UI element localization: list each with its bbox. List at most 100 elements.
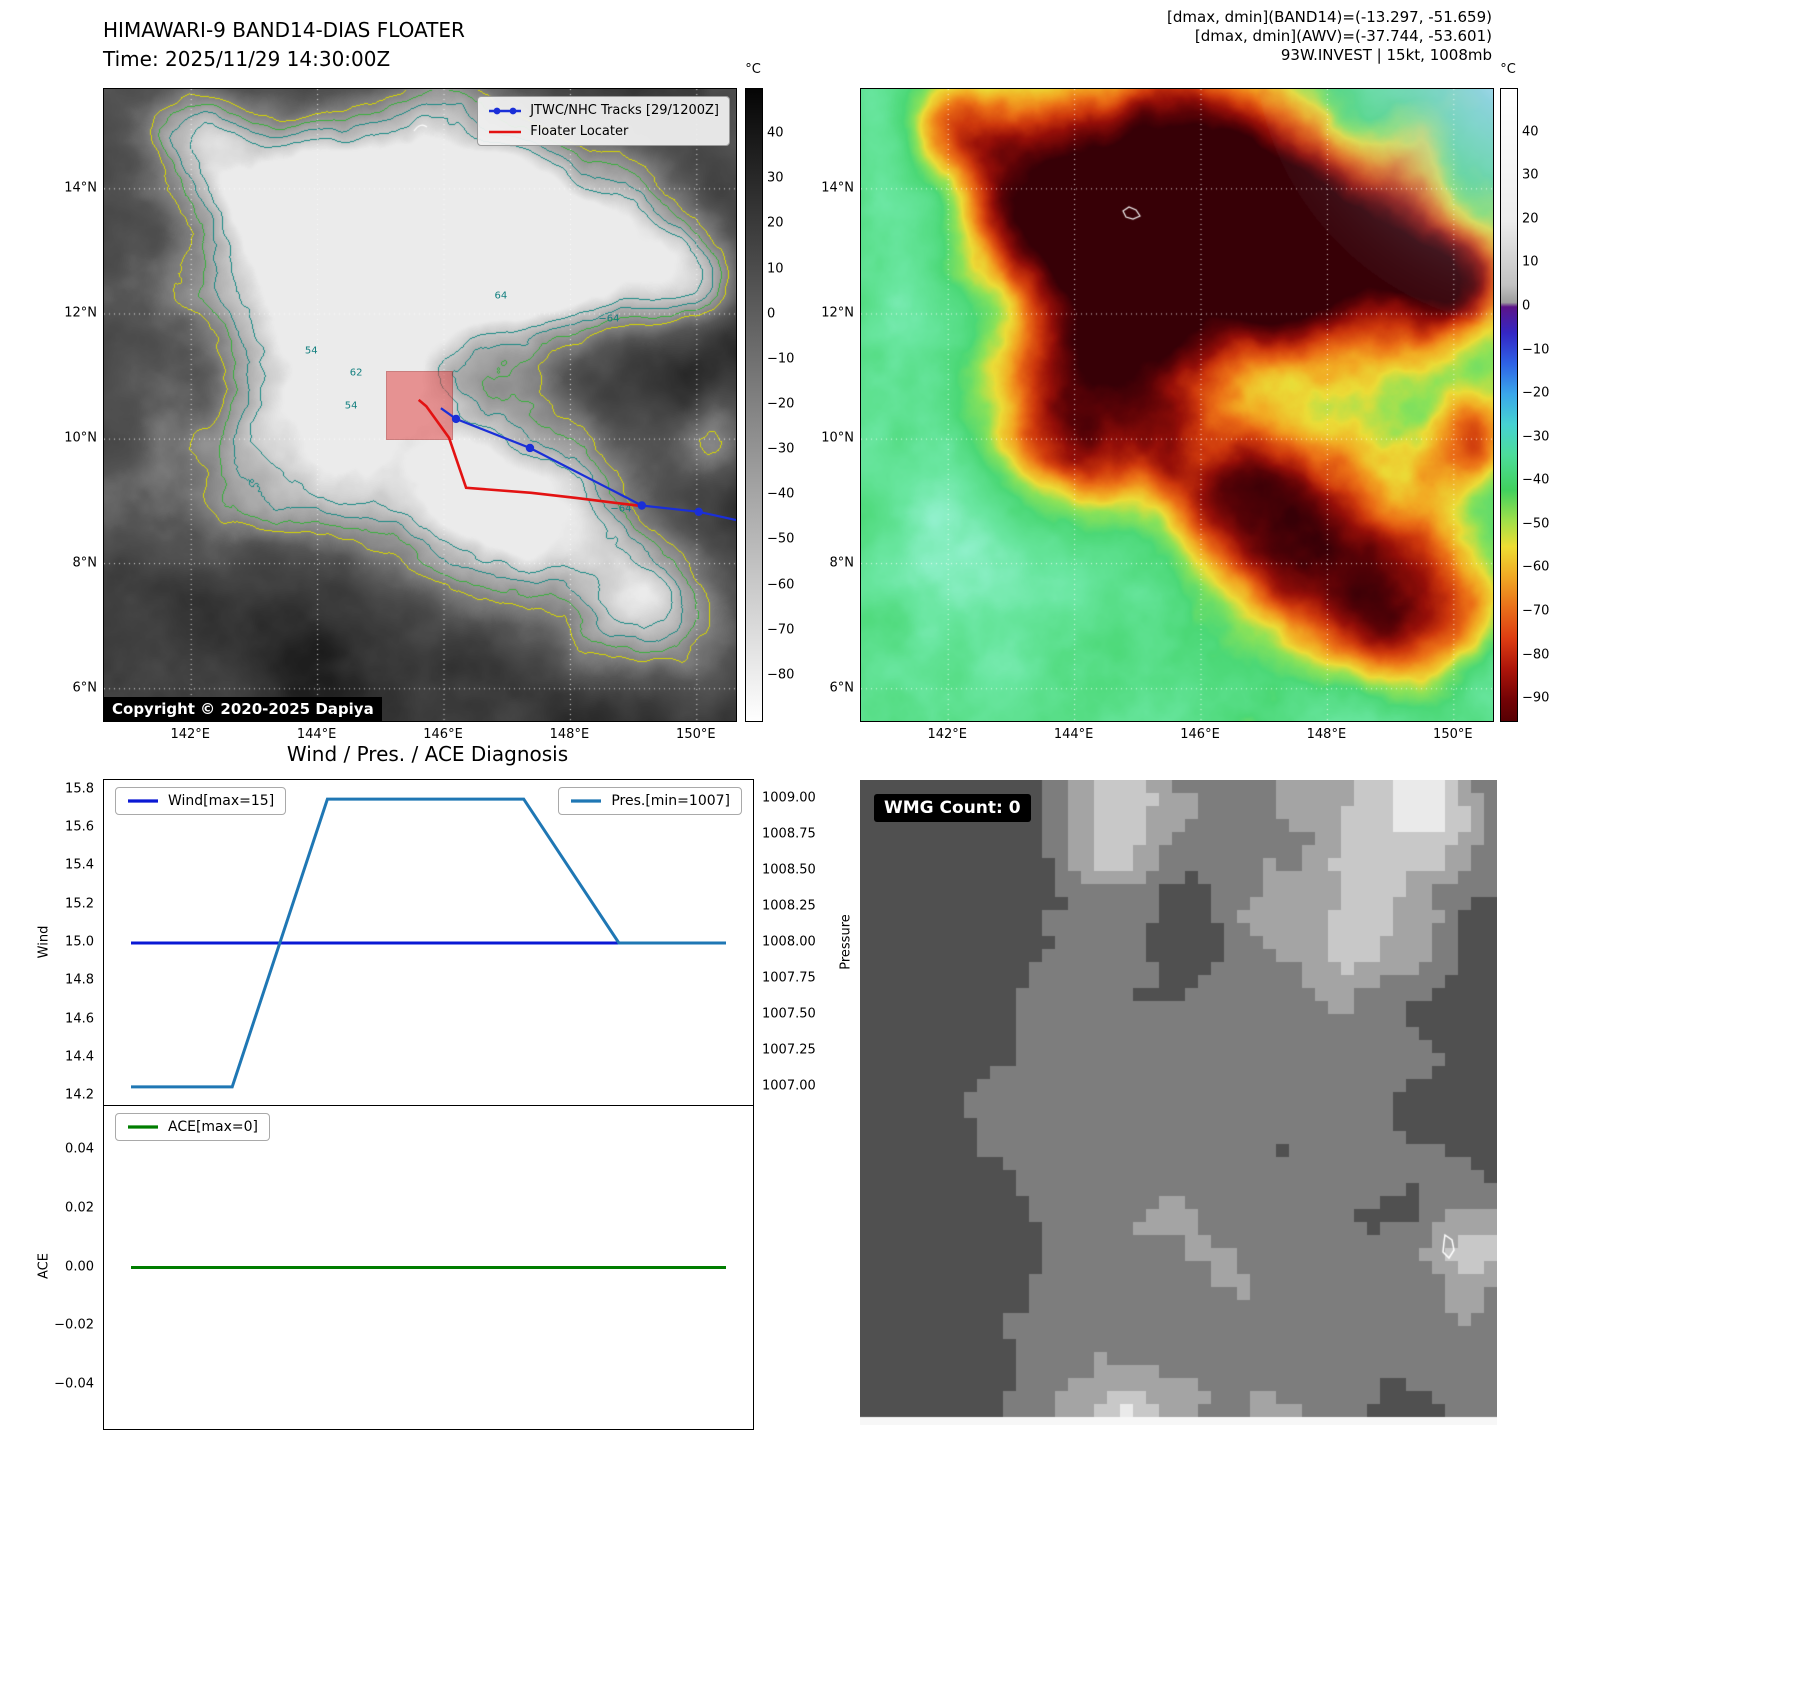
jtwc-track-sample-icon <box>489 107 522 114</box>
colorbar-tick-label: −30 <box>1522 429 1550 445</box>
colorbar-tick-label: 20 <box>1522 211 1539 227</box>
storm-tracks-overlay <box>417 398 736 522</box>
lon-tick-label: 144°E <box>296 727 337 742</box>
y-tick-label: 14.8 <box>65 972 94 988</box>
wmg-image <box>860 780 1497 1425</box>
y-tick-label: 15.6 <box>65 819 94 835</box>
lat-tick-label: 10°N <box>64 430 97 446</box>
jtwc-track-marker <box>451 414 461 424</box>
lat-tick-label: 14°N <box>821 180 854 196</box>
y-tick-label: 15.4 <box>65 857 94 873</box>
diagnosis-title: Wind / Pres. / ACE Diagnosis <box>286 742 569 766</box>
lat-tick-label: 6°N <box>829 680 855 696</box>
y-tick-label: 15.2 <box>65 896 94 912</box>
lon-tick-label: 144°E <box>1053 727 1094 742</box>
colorbar-tick-label: 10 <box>1522 254 1539 270</box>
colorbar-tick-label: −60 <box>1522 559 1550 575</box>
y-tick-label: 1009.00 <box>762 790 816 806</box>
awv-header: [dmax, dmin](BAND14)=(-13.297, -51.659) … <box>1167 8 1492 65</box>
lon-tick-label: 146°E <box>1180 727 1220 742</box>
copyright-badge: Copyright © 2020-2025 Dapiya <box>104 697 382 721</box>
wind-pressure-chart <box>103 779 754 1107</box>
colorbar-tick-label: −60 <box>767 577 795 593</box>
legend-item-floater: Floater Locater <box>488 124 719 139</box>
colorbar-tick-label: −10 <box>1522 342 1550 358</box>
contour-labels-layer: 54 62 54 64 −64 −64 <box>104 89 736 721</box>
band14-title-block: HIMAWARI-9 BAND14-DIAS FLOATER Time: 202… <box>103 16 465 74</box>
lat-tick-label: 12°N <box>64 305 97 321</box>
colorbar-tick-label: −40 <box>1522 472 1550 488</box>
jtwc-track-marker <box>637 501 647 510</box>
jtwc-track-marker <box>525 443 535 453</box>
y-tick-label: 1007.25 <box>762 1042 816 1058</box>
lon-tick-label: 142°E <box>927 727 967 742</box>
chart2-plot-lines <box>131 1266 726 1269</box>
floater-track-sample-icon <box>489 130 522 133</box>
chart1-plot-lines <box>131 797 726 1089</box>
awv-header-line-1: [dmax, dmin](BAND14)=(-13.297, -51.659) <box>1167 8 1492 26</box>
colorbar-tick-label: 0 <box>1522 298 1531 314</box>
colorbar-tick-label: −20 <box>767 396 795 412</box>
y-tick-label: 1008.50 <box>762 862 816 878</box>
lon-tick-label: 142°E <box>170 727 210 742</box>
colorbar-tick-label: 40 <box>767 125 784 141</box>
contour-value-label: 54 <box>304 345 318 357</box>
wind-legend-label: Wind[max=15] <box>168 793 275 809</box>
colorbar-tick-label: −70 <box>1522 603 1550 619</box>
colorbar-tick-label: −70 <box>767 622 795 638</box>
y-tick-label: 1008.75 <box>762 826 816 842</box>
ace-chart <box>103 1105 754 1430</box>
band14-colorbar-unit-label: °C <box>745 62 761 77</box>
colorbar-tick-label: −90 <box>1522 690 1550 706</box>
colorbar-tick-label: 40 <box>1522 124 1539 140</box>
legend-item-jtwc: JTWC/NHC Tracks [29/1200Z] <box>488 103 719 118</box>
y-tick-label: 14.4 <box>65 1049 94 1065</box>
colorbar-tick-label: 0 <box>767 306 776 322</box>
awv-colorbar <box>1500 88 1518 722</box>
y-tick-label: 15.0 <box>65 934 94 950</box>
pressure-legend-label: Pres.[min=1007] <box>611 793 730 809</box>
Pres.[min=1007]-line <box>131 797 726 1089</box>
y-tick-label: 0.04 <box>65 1141 94 1157</box>
colorbar-tick-label: −50 <box>767 531 795 547</box>
awv-header-line-2: [dmax, dmin](AWV)=(-37.744, -53.601) <box>1194 27 1492 45</box>
wind-line-sample-icon <box>128 799 158 803</box>
y-tick-label: 1008.00 <box>762 934 816 950</box>
awv-map <box>860 88 1494 722</box>
colorbar-tick-label: −30 <box>767 441 795 457</box>
colorbar-tick-label: −20 <box>1522 385 1550 401</box>
awv-satellite-image <box>861 89 1493 721</box>
floater-track-line <box>417 398 642 508</box>
lon-tick-label: 146°E <box>423 727 463 742</box>
colorbar-tick-label: −80 <box>767 667 795 683</box>
legend-label-jtwc: JTWC/NHC Tracks [29/1200Z] <box>530 103 719 118</box>
jtwc-track-marker <box>694 507 703 517</box>
wmg-panel: WMG Count: 0 <box>860 780 1497 1425</box>
y-tick-label: −0.02 <box>54 1317 94 1333</box>
y-tick-label: 1007.50 <box>762 1006 816 1022</box>
band14-title: HIMAWARI-9 BAND14-DIAS FLOATER <box>103 18 465 42</box>
ace-line-sample-icon <box>128 1125 158 1129</box>
contour-value-label: −64 <box>610 503 632 515</box>
y-tick-label: 1007.75 <box>762 970 816 986</box>
colorbar-tick-label: 30 <box>1522 167 1539 183</box>
wmg-count-badge: WMG Count: 0 <box>874 794 1031 822</box>
contour-value-label: −64 <box>598 313 620 325</box>
lat-tick-label: 6°N <box>72 680 98 696</box>
pressure-legend: Pres.[min=1007] <box>558 787 742 815</box>
band14-map: JTWC/NHC Tracks [29/1200Z] Floater Locat… <box>103 88 737 722</box>
y-tick-label: 1008.25 <box>762 898 816 914</box>
pressure-line-sample-icon <box>571 799 602 803</box>
lat-tick-label: 8°N <box>72 555 98 571</box>
pressure-axis-label: Pressure <box>838 914 854 970</box>
lon-tick-label: 148°E <box>1306 727 1347 742</box>
colorbar-tick-label: −50 <box>1522 516 1550 532</box>
contour-value-label: 62 <box>349 367 363 379</box>
band14-subtitle: Time: 2025/11/29 14:30:00Z <box>103 47 391 71</box>
y-tick-label: 0.02 <box>65 1200 94 1216</box>
contour-value-label: 64 <box>494 290 508 302</box>
ace-axis-label: ACE <box>36 1253 52 1279</box>
y-tick-label: 14.2 <box>65 1087 94 1103</box>
y-tick-label: 14.6 <box>65 1011 94 1027</box>
